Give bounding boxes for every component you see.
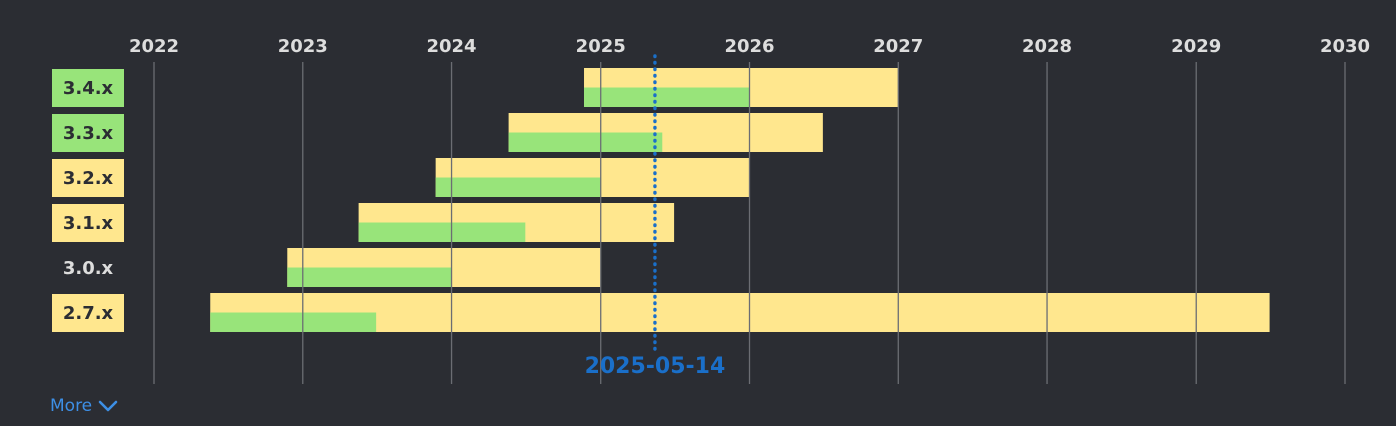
today-marker-label: 2025-05-14 xyxy=(585,354,726,379)
version-label-bg xyxy=(52,204,124,242)
year-tick-label: 2027 xyxy=(873,36,923,57)
version-label: 3.1.x xyxy=(63,213,114,234)
year-tick-label: 2029 xyxy=(1171,36,1221,57)
year-tick-label: 2025 xyxy=(576,36,626,57)
more-label: More xyxy=(50,396,93,416)
normal-support-bar xyxy=(287,267,452,287)
normal-support-bar xyxy=(584,87,750,107)
normal-support-bar xyxy=(508,132,663,152)
year-tick-label: 2028 xyxy=(1022,36,1072,57)
normal-support-bar xyxy=(358,222,526,242)
version-label: 3.4.x xyxy=(63,78,114,99)
year-tick-label: 2026 xyxy=(724,36,774,57)
chevron-down-icon xyxy=(98,399,118,413)
more-button[interactable]: More xyxy=(50,396,118,416)
version-label-bg xyxy=(52,294,124,332)
year-tick-label: 2022 xyxy=(129,36,179,57)
version-label-bg xyxy=(52,114,124,152)
year-tick-label: 2030 xyxy=(1320,36,1370,57)
year-tick-label: 2024 xyxy=(426,36,476,57)
extended-support-bar xyxy=(210,293,1270,332)
version-label: 3.3.x xyxy=(63,123,114,144)
version-label: 2.7.x xyxy=(63,303,114,324)
version-label: 3.2.x xyxy=(63,168,114,189)
version-label-bg xyxy=(52,159,124,197)
normal-support-bar xyxy=(210,312,377,332)
version-label: 3.0.x xyxy=(63,258,114,279)
normal-support-bar xyxy=(435,177,601,197)
year-tick-label: 2023 xyxy=(278,36,328,57)
version-label-bg xyxy=(52,69,124,107)
